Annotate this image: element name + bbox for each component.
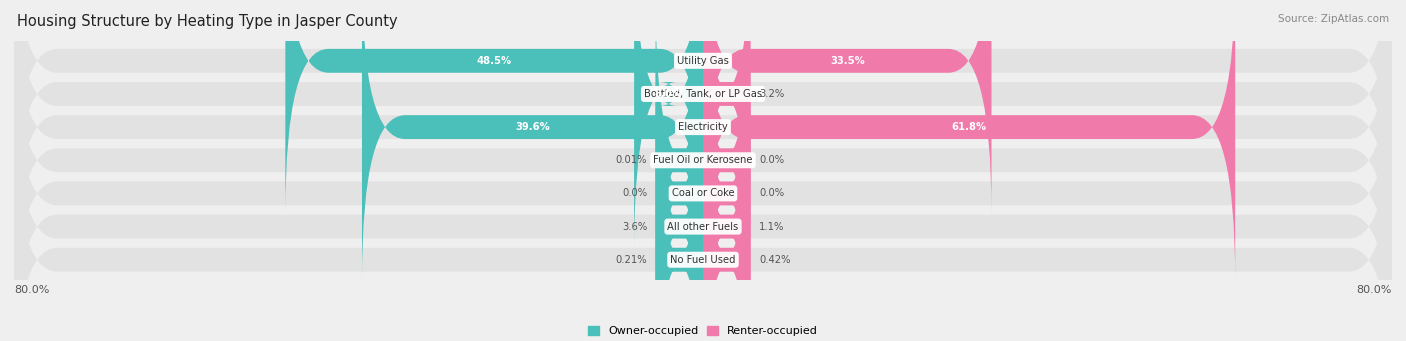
FancyBboxPatch shape	[655, 6, 703, 314]
FancyBboxPatch shape	[703, 40, 751, 341]
Text: Fuel Oil or Kerosene: Fuel Oil or Kerosene	[654, 155, 752, 165]
FancyBboxPatch shape	[14, 106, 1392, 341]
Text: Utility Gas: Utility Gas	[678, 56, 728, 66]
Text: Bottled, Tank, or LP Gas: Bottled, Tank, or LP Gas	[644, 89, 762, 99]
FancyBboxPatch shape	[361, 0, 703, 281]
Text: 1.1%: 1.1%	[759, 222, 785, 232]
Text: 3.2%: 3.2%	[759, 89, 785, 99]
Text: 61.8%: 61.8%	[952, 122, 987, 132]
FancyBboxPatch shape	[14, 0, 1392, 248]
Text: 80.0%: 80.0%	[14, 285, 49, 295]
FancyBboxPatch shape	[703, 73, 751, 341]
FancyBboxPatch shape	[655, 106, 703, 341]
Text: 3.6%: 3.6%	[621, 222, 647, 232]
FancyBboxPatch shape	[655, 73, 703, 341]
Text: 8.0%: 8.0%	[655, 89, 682, 99]
Text: 0.42%: 0.42%	[759, 255, 790, 265]
Text: 0.01%: 0.01%	[616, 155, 647, 165]
Text: All other Fuels: All other Fuels	[668, 222, 738, 232]
FancyBboxPatch shape	[703, 0, 991, 214]
Text: 80.0%: 80.0%	[1357, 285, 1392, 295]
Text: 33.5%: 33.5%	[830, 56, 865, 66]
Legend: Owner-occupied, Renter-occupied: Owner-occupied, Renter-occupied	[583, 322, 823, 341]
Text: Electricity: Electricity	[678, 122, 728, 132]
FancyBboxPatch shape	[14, 0, 1392, 214]
FancyBboxPatch shape	[703, 106, 751, 341]
FancyBboxPatch shape	[285, 0, 703, 214]
Text: 48.5%: 48.5%	[477, 56, 512, 66]
Text: Coal or Coke: Coal or Coke	[672, 189, 734, 198]
FancyBboxPatch shape	[634, 0, 703, 248]
FancyBboxPatch shape	[703, 6, 751, 314]
FancyBboxPatch shape	[14, 6, 1392, 314]
FancyBboxPatch shape	[14, 40, 1392, 341]
FancyBboxPatch shape	[14, 0, 1392, 281]
Text: Housing Structure by Heating Type in Jasper County: Housing Structure by Heating Type in Jas…	[17, 14, 398, 29]
FancyBboxPatch shape	[703, 0, 1236, 281]
FancyBboxPatch shape	[703, 0, 751, 248]
Text: 39.6%: 39.6%	[515, 122, 550, 132]
Text: 0.0%: 0.0%	[621, 189, 647, 198]
FancyBboxPatch shape	[655, 40, 703, 341]
FancyBboxPatch shape	[14, 73, 1392, 341]
Text: No Fuel Used: No Fuel Used	[671, 255, 735, 265]
Text: 0.21%: 0.21%	[616, 255, 647, 265]
Text: 0.0%: 0.0%	[759, 189, 785, 198]
Text: 0.0%: 0.0%	[759, 155, 785, 165]
Text: Source: ZipAtlas.com: Source: ZipAtlas.com	[1278, 14, 1389, 24]
